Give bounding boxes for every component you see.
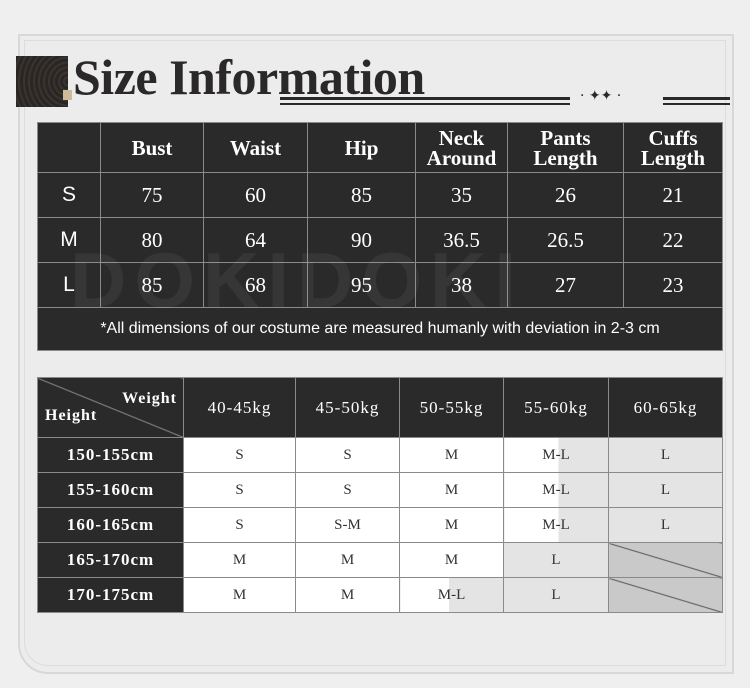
header-cell: Hip — [307, 122, 416, 173]
cell: 38 — [415, 262, 508, 308]
measurement-note: *All dimensions of our costume are measu… — [37, 307, 723, 351]
cell: S — [183, 507, 296, 543]
height-axis-label: Height — [45, 407, 98, 424]
cell: M — [399, 507, 504, 543]
height-label: 170-175cm — [37, 577, 184, 613]
cell: L — [503, 542, 609, 578]
size-label: S — [37, 172, 101, 218]
header-cell: Cuffs Length — [623, 122, 723, 173]
header-cell — [37, 122, 101, 173]
cell: M-L — [503, 437, 609, 473]
header-cell: Neck Around — [415, 122, 508, 173]
header-cell: Bust — [100, 122, 204, 173]
cell: 26 — [507, 172, 624, 218]
title-line-right-2 — [663, 103, 730, 105]
cell: 26.5 — [507, 217, 624, 263]
cell: L — [608, 437, 723, 473]
cell: M — [399, 542, 504, 578]
cell: M-L — [503, 507, 609, 543]
cell: L — [608, 472, 723, 508]
table-row: S 75 60 85 35 26 21 — [37, 172, 723, 218]
cell: M — [295, 542, 400, 578]
height-label: 150-155cm — [37, 437, 184, 473]
table-row: 160-165cm S S-M M M-L L — [37, 507, 723, 543]
weight-axis-label: Weight — [122, 390, 177, 407]
table-row: M 80 64 90 36.5 26.5 22 — [37, 217, 723, 263]
height-label: 165-170cm — [37, 542, 184, 578]
cell: L — [608, 507, 723, 543]
corner-cell: Weight Height — [37, 377, 184, 438]
cell: 36.5 — [415, 217, 508, 263]
measurement-table: Bust Waist Hip Neck Around Pants Length … — [37, 122, 723, 351]
cell: 35 — [415, 172, 508, 218]
cell: 80 — [100, 217, 204, 263]
size-recommendation-table: Weight Height 40-45kg 45-50kg 50-55kg 55… — [37, 377, 723, 613]
cell: 64 — [203, 217, 308, 263]
not-available-cell — [608, 577, 723, 613]
weight-header: 45-50kg — [295, 377, 400, 438]
cell: L — [503, 577, 609, 613]
cell: 68 — [203, 262, 308, 308]
cell: 85 — [307, 172, 416, 218]
table-row: 150-155cm S S M M-L L — [37, 437, 723, 473]
cell: S-M — [295, 507, 400, 543]
measurement-header-row: Bust Waist Hip Neck Around Pants Length … — [37, 122, 723, 173]
cell: 95 — [307, 262, 416, 308]
title-underline — [280, 97, 570, 100]
weight-header-row: Weight Height 40-45kg 45-50kg 50-55kg 55… — [37, 377, 723, 438]
cell: 23 — [623, 262, 723, 308]
not-available-cell — [608, 542, 723, 578]
table-row: L 85 68 95 38 27 23 — [37, 262, 723, 308]
cell: 85 — [100, 262, 204, 308]
sparkle-icon: · ✦✦ · — [580, 88, 622, 104]
cell: S — [183, 472, 296, 508]
header-cell: Waist — [203, 122, 308, 173]
cell: 75 — [100, 172, 204, 218]
cell: M — [183, 577, 296, 613]
cell: M — [399, 472, 504, 508]
cell: 60 — [203, 172, 308, 218]
title-line-right — [663, 97, 730, 100]
cell: 22 — [623, 217, 723, 263]
table-row: 165-170cm M M M L — [37, 542, 723, 578]
weight-header: 60-65kg — [608, 377, 723, 438]
cell: M-L — [399, 577, 504, 613]
weight-header: 40-45kg — [183, 377, 296, 438]
note-row: *All dimensions of our costume are measu… — [37, 307, 723, 351]
height-label: 155-160cm — [37, 472, 184, 508]
title-decor-accent — [63, 90, 72, 100]
page-frame-inner — [24, 40, 726, 666]
cell: M — [183, 542, 296, 578]
cell: S — [183, 437, 296, 473]
table-row: 155-160cm S S M M-L L — [37, 472, 723, 508]
cell: M — [295, 577, 400, 613]
table-row: 170-175cm M M M-L L — [37, 577, 723, 613]
weight-header: 50-55kg — [399, 377, 504, 438]
height-label: 160-165cm — [37, 507, 184, 543]
cell: 27 — [507, 262, 624, 308]
cell: M-L — [503, 472, 609, 508]
title-underline-2 — [280, 103, 570, 105]
weight-header: 55-60kg — [503, 377, 609, 438]
cell: 90 — [307, 217, 416, 263]
cell: S — [295, 472, 400, 508]
size-label: M — [37, 217, 101, 263]
size-label: L — [37, 262, 101, 308]
header-cell: Pants Length — [507, 122, 624, 173]
page-title: Size Information — [73, 49, 425, 105]
cell: S — [295, 437, 400, 473]
cell: 21 — [623, 172, 723, 218]
title-decor-block — [16, 56, 68, 107]
cell: M — [399, 437, 504, 473]
